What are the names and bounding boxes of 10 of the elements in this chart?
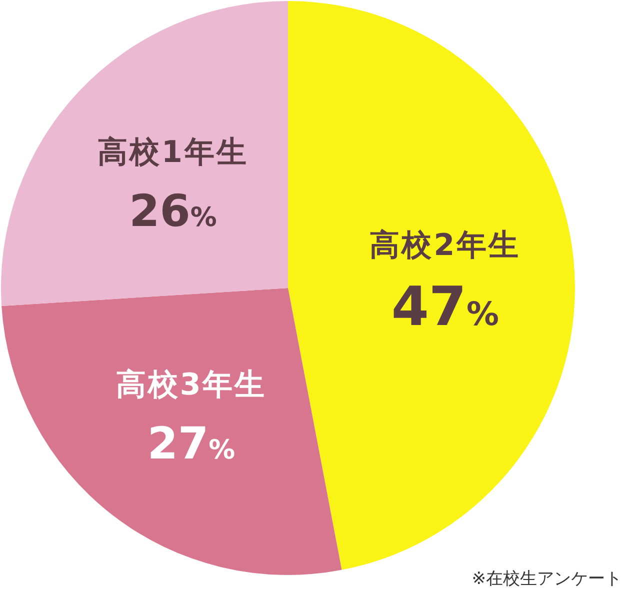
data-label: 27%	[147, 418, 236, 470]
text: ※在校生アンケート	[472, 569, 622, 589]
pie-slice	[2, 288, 342, 575]
slice-label: 高校1年生	[97, 134, 248, 170]
slice-label: 高校2年生	[370, 228, 521, 264]
pie-slice	[288, 1, 575, 570]
pie-slice	[2, 1, 288, 306]
data-label: 26%	[129, 186, 217, 237]
data-label: 47%	[391, 275, 499, 338]
slice-label: 高校3年生	[116, 368, 267, 403]
